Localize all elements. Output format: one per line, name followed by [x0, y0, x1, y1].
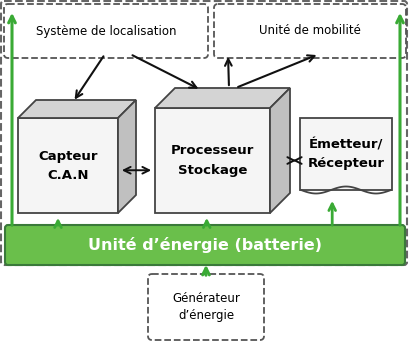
Text: Récepteur: Récepteur	[307, 157, 384, 170]
Text: C.A.N: C.A.N	[47, 169, 88, 182]
Text: Processeur: Processeur	[171, 144, 254, 157]
FancyBboxPatch shape	[299, 118, 391, 190]
Text: d’énergie: d’énergie	[178, 309, 234, 322]
Polygon shape	[118, 100, 136, 213]
Text: Unité de mobilité: Unité de mobilité	[258, 25, 360, 38]
Polygon shape	[270, 88, 289, 213]
Text: Système de localisation: Système de localisation	[36, 25, 176, 38]
Polygon shape	[155, 88, 289, 108]
Text: Générateur: Générateur	[172, 292, 239, 305]
Polygon shape	[18, 118, 118, 213]
Polygon shape	[18, 100, 136, 118]
Text: Unité d’énergie (batterie): Unité d’énergie (batterie)	[88, 237, 321, 253]
Text: Stockage: Stockage	[178, 164, 247, 177]
FancyBboxPatch shape	[5, 225, 404, 265]
Text: Capteur: Capteur	[38, 150, 97, 163]
Polygon shape	[155, 108, 270, 213]
Text: Émetteur/: Émetteur/	[308, 139, 382, 152]
